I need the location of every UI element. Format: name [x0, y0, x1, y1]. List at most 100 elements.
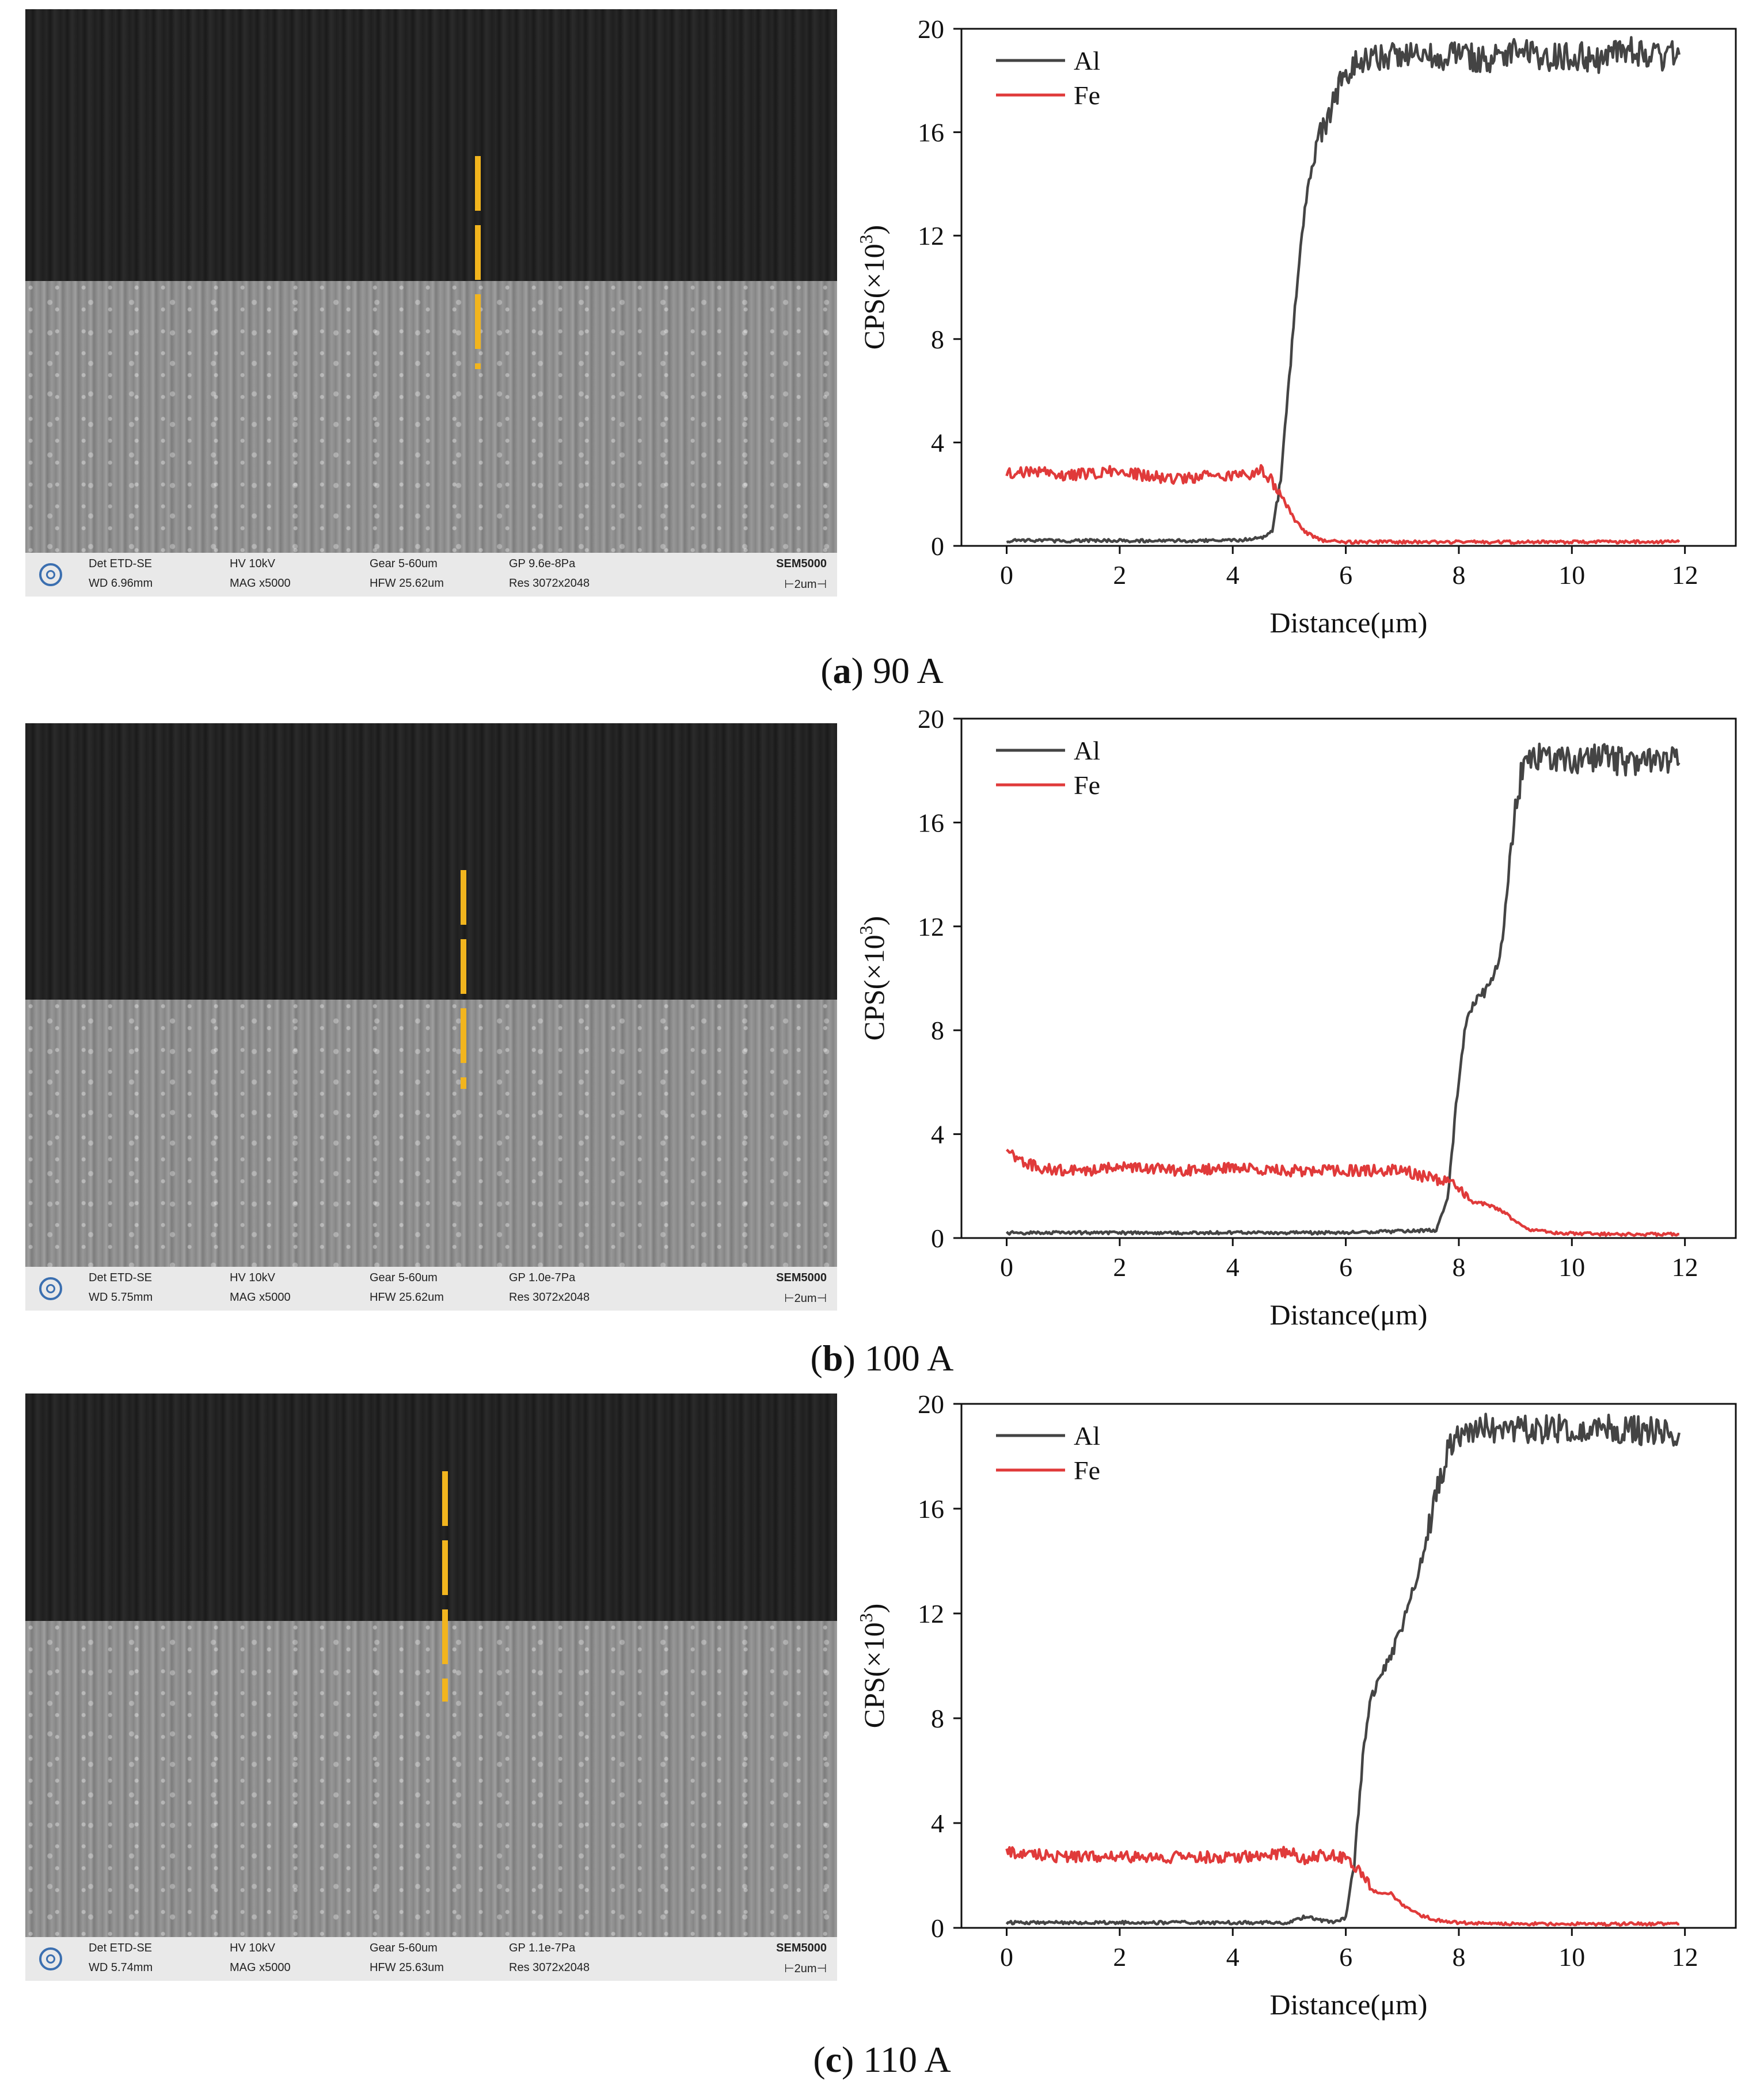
- x-tick-label: 0: [1000, 1942, 1013, 1972]
- x-axis-label: Distance(μm): [1270, 1988, 1428, 2021]
- x-tick-label: 4: [1226, 1942, 1240, 1972]
- sem-logo-icon: [39, 563, 62, 586]
- y-tick-label: 12: [918, 221, 944, 250]
- y-tick-label: 16: [918, 118, 944, 147]
- sem-brand: SEM5000: [776, 1271, 827, 1284]
- line-scan-trace-c: [442, 1471, 448, 1702]
- sem-dark-region-a: [25, 9, 837, 281]
- sem-wd: WD 5.75mm: [89, 1291, 153, 1304]
- sem-wd: WD 6.96mm: [89, 577, 153, 590]
- sem-logo-icon: [39, 1277, 62, 1300]
- caption-a: (a) 90 A: [820, 650, 944, 691]
- x-tick-label: 2: [1113, 1252, 1126, 1282]
- line-scan-trace-b: [461, 870, 466, 1089]
- sem-mag: MAG x5000: [230, 577, 291, 590]
- sem-hfw: HFW 25.62um: [370, 577, 444, 590]
- sem-logo-icon: [39, 1947, 62, 1970]
- sem-scale-bar: ⊢2um⊣: [784, 578, 827, 591]
- sem-bright-region-b: [25, 1000, 837, 1267]
- series-line-fe: [1006, 1148, 1679, 1237]
- y-tick-label: 20: [918, 1393, 944, 1419]
- sem-wd: WD 5.74mm: [89, 1961, 153, 1974]
- caption-b: (b) 100 A: [810, 1338, 954, 1379]
- sem-info-bar-b: Det ETD-SE HV 10kV Gear 5-60um GP 1.0e-7…: [25, 1267, 837, 1311]
- chart-a: 0 4 8 12 16 20 0 2 4 6 8 10 12 Distance(μm) CPS(×103) A…: [841, 0, 1764, 651]
- legend-label-al: Al: [1074, 736, 1100, 765]
- y-tick-label: 20: [918, 708, 944, 734]
- sem-scale-bar: ⊢2um⊣: [784, 1292, 827, 1305]
- caption-c: (c) 110 A: [813, 2039, 951, 2080]
- panel-b: Det ETD-SE HV 10kV Gear 5-60um GP 1.0e-7…: [0, 708, 1764, 1393]
- legend-label-al: Al: [1074, 1421, 1100, 1451]
- sem-gp: GP 9.6e-8Pa: [509, 557, 576, 570]
- x-tick-label: 4: [1226, 560, 1240, 590]
- plot-frame: [960, 717, 1737, 1239]
- series-line-fe: [1005, 1846, 1680, 1927]
- sem-dark-region-c: [25, 1393, 837, 1621]
- plot-frame: [960, 1403, 1737, 1929]
- x-axis-label: Distance(μm): [1270, 606, 1428, 639]
- sem-res: Res 3072x2048: [509, 577, 590, 590]
- x-tick-label: 6: [1339, 560, 1352, 590]
- caption-letter-a: a: [832, 650, 851, 691]
- sem-image-b: Det ETD-SE HV 10kV Gear 5-60um GP 1.0e-7…: [25, 723, 837, 1311]
- series-line-al: [1005, 1412, 1681, 1926]
- y-axis-label: CPS(×103): [856, 225, 890, 350]
- sem-image-c: Det ETD-SE HV 10kV Gear 5-60um GP 1.1e-7…: [25, 1393, 837, 1981]
- x-tick-label: 2: [1113, 1942, 1126, 1972]
- caption-letter-c: c: [825, 2039, 842, 2080]
- sem-bright-region-a: [25, 281, 837, 553]
- y-tick-label: 4: [931, 1809, 944, 1838]
- sem-det: Det ETD-SE: [89, 1271, 153, 1284]
- sem-gp: GP 1.1e-7Pa: [509, 1942, 576, 1954]
- sem-gear: Gear 5-60um: [370, 557, 438, 570]
- caption-letter-b: b: [822, 1338, 843, 1379]
- y-tick-label: 0: [931, 1224, 944, 1253]
- sem-det: Det ETD-SE: [89, 557, 153, 570]
- y-tick-label: 8: [931, 1704, 944, 1733]
- y-tick-label: 12: [918, 912, 944, 941]
- x-tick-label: 4: [1226, 1252, 1240, 1282]
- sem-hfw: HFW 25.63um: [370, 1961, 444, 1974]
- sem-gear: Gear 5-60um: [370, 1271, 438, 1284]
- y-tick-label: 4: [931, 1120, 944, 1149]
- chart-svg-a: 0 4 8 12 16 20 0 2 4 6 8 10 12 Distance(μm) CPS(×103) A…: [856, 14, 1737, 639]
- x-tick-label: 2: [1113, 560, 1126, 590]
- x-tick-label: 8: [1452, 1942, 1465, 1972]
- x-tick-label: 0: [1000, 1252, 1013, 1282]
- x-tick-label: 6: [1339, 1252, 1352, 1282]
- x-tick-label: 10: [1558, 1252, 1585, 1282]
- x-tick-label: 12: [1672, 560, 1698, 590]
- sem-gp: GP 1.0e-7Pa: [509, 1271, 576, 1284]
- panel-c: Det ETD-SE HV 10kV Gear 5-60um GP 1.1e-7…: [0, 1393, 1764, 2096]
- series-line-al: [1006, 36, 1681, 544]
- y-tick-label: 4: [931, 428, 944, 457]
- legend-label-fe: Fe: [1074, 81, 1100, 110]
- y-tick-label: 0: [931, 1913, 944, 1943]
- y-tick-label: 16: [918, 808, 944, 837]
- sem-image-a: Det ETD-SE HV 10kV Gear 5-60um GP 9.6e-8…: [25, 9, 837, 597]
- sem-info-bar-a: Det ETD-SE HV 10kV Gear 5-60um GP 9.6e-8…: [25, 553, 837, 597]
- chart-svg-c: 0 4 8 12 16 20 0 2 4 6 8 10 12 Distance(μm) CPS(×103) A…: [856, 1393, 1737, 2021]
- sem-hv: HV 10kV: [230, 1271, 275, 1284]
- x-tick-label: 6: [1339, 1942, 1352, 1972]
- sem-res: Res 3072x2048: [509, 1961, 590, 1974]
- sem-hv: HV 10kV: [230, 557, 275, 570]
- sem-mag: MAG x5000: [230, 1961, 291, 1974]
- sem-dark-region-b: [25, 723, 837, 1000]
- sem-scale-bar: ⊢2um⊣: [784, 1962, 827, 1975]
- chart-c: 0 4 8 12 16 20 0 2 4 6 8 10 12 Distance(μm) CPS(×103) A…: [841, 1393, 1764, 2033]
- sem-bright-region-c: [25, 1621, 837, 1937]
- series-line-al: [1005, 742, 1681, 1236]
- y-tick-label: 20: [918, 14, 944, 44]
- sem-gear: Gear 5-60um: [370, 1942, 438, 1954]
- sem-info-bar-c: Det ETD-SE HV 10kV Gear 5-60um GP 1.1e-7…: [25, 1937, 837, 1981]
- sem-det: Det ETD-SE: [89, 1942, 153, 1954]
- x-tick-label: 10: [1558, 560, 1585, 590]
- x-tick-label: 8: [1452, 1252, 1465, 1282]
- y-tick-label: 8: [931, 325, 944, 354]
- y-axis-label: CPS(×103): [856, 916, 890, 1041]
- chart-b: 0 4 8 12 16 20 0 2 4 6 8 10 12 Distance(μm) CPS(×103) A…: [841, 708, 1764, 1347]
- sem-hv: HV 10kV: [230, 1942, 275, 1954]
- chart-svg-b: 0 4 8 12 16 20 0 2 4 6 8 10 12 Distance(μm) CPS(×103) A…: [856, 708, 1737, 1331]
